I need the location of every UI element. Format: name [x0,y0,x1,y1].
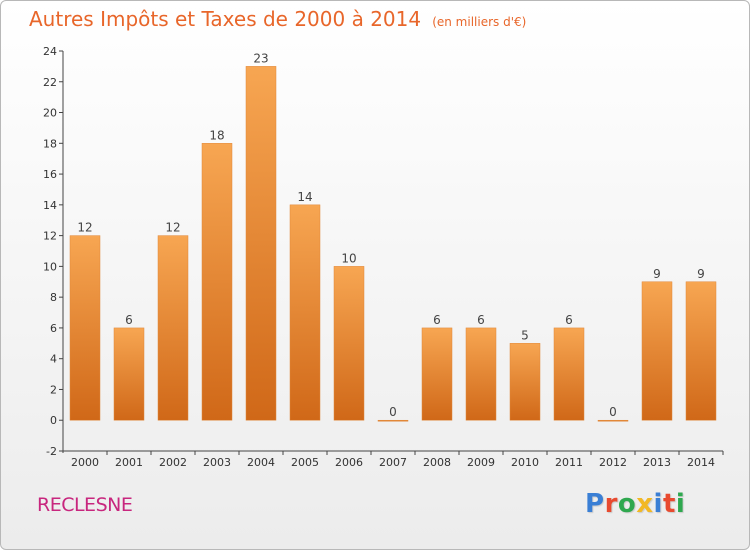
y-tick-label: 2 [50,383,57,396]
data-label: 12 [165,221,180,235]
x-tick-label: 2002 [159,456,187,469]
x-tick-label: 2009 [467,456,495,469]
y-tick-label: 24 [43,45,57,58]
proxiti-logo[interactable]: Proxiti [585,489,685,519]
y-tick-label: 8 [50,291,57,304]
data-label: 23 [253,51,268,65]
y-tick-label: 22 [43,76,57,89]
bar-2014 [685,281,717,421]
y-tick-label: 16 [43,168,57,181]
y-tick-label: 18 [43,137,57,150]
logo-letter: i [675,489,686,519]
y-tick-label: 10 [43,260,57,273]
data-label: 6 [433,313,441,327]
chart-subtitle: (en milliers d'€) [432,15,527,29]
x-tick-label: 2000 [71,456,99,469]
bar-2010 [509,343,541,421]
data-label: 10 [341,251,356,265]
logo-letter: r [604,489,618,519]
data-label: 9 [653,267,661,281]
data-label: 5 [521,328,529,342]
bar-2007 [377,419,409,422]
title-row: Autres Impôts et Taxes de 2000 à 2014 (e… [29,7,526,31]
bar-2012 [597,419,629,422]
y-tick-label: 12 [43,230,57,243]
x-tick-label: 2005 [291,456,319,469]
data-label: 12 [77,221,92,235]
bar-2006 [333,266,365,421]
logo-letter: i [653,489,663,519]
bar-2005 [289,204,321,421]
data-label: 0 [389,405,397,419]
x-tick-label: 2003 [203,456,231,469]
logo-letter: t [662,489,676,519]
x-tick-label: 2008 [423,456,451,469]
bar-2003 [201,143,233,421]
logo-letter: x [636,489,654,519]
data-label: 18 [209,128,224,142]
x-tick-label: 2011 [555,456,583,469]
x-tick-label: 2007 [379,456,407,469]
bar-2002 [157,235,189,421]
y-tick-label: 20 [43,107,57,120]
data-label: 6 [125,313,133,327]
bar-2004 [245,66,277,421]
x-tick-label: 2013 [643,456,671,469]
x-tick-label: 2014 [687,456,715,469]
bar-2001 [113,327,145,421]
data-label: 6 [477,313,485,327]
data-label: 14 [297,190,312,204]
bar-2000 [69,235,101,421]
bar-2009 [465,327,497,421]
logo-letter: P [585,489,605,519]
data-label: 0 [609,405,617,419]
y-tick-label: 4 [50,353,57,366]
data-label: 9 [697,267,705,281]
x-tick-label: 2004 [247,456,275,469]
bar-2013 [641,281,673,421]
x-tick-label: 2010 [511,456,539,469]
x-tick-label: 2001 [115,456,143,469]
x-tick-label: 2006 [335,456,363,469]
logo-letter: o [617,489,637,519]
bar-2008 [421,327,453,421]
y-tick-label: 14 [43,199,57,212]
x-tick-label: 2012 [599,456,627,469]
data-label: 6 [565,313,573,327]
place-name: RECLESNE [37,494,133,516]
bar-2011 [553,327,585,421]
y-tick-label: -2 [46,445,57,458]
chart-title: Autres Impôts et Taxes de 2000 à 2014 [29,7,422,31]
y-tick-label: 6 [50,322,57,335]
y-tick-label: 0 [50,414,57,427]
